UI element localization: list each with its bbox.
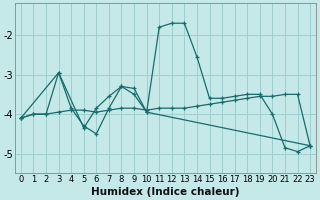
X-axis label: Humidex (Indice chaleur): Humidex (Indice chaleur)	[91, 187, 240, 197]
